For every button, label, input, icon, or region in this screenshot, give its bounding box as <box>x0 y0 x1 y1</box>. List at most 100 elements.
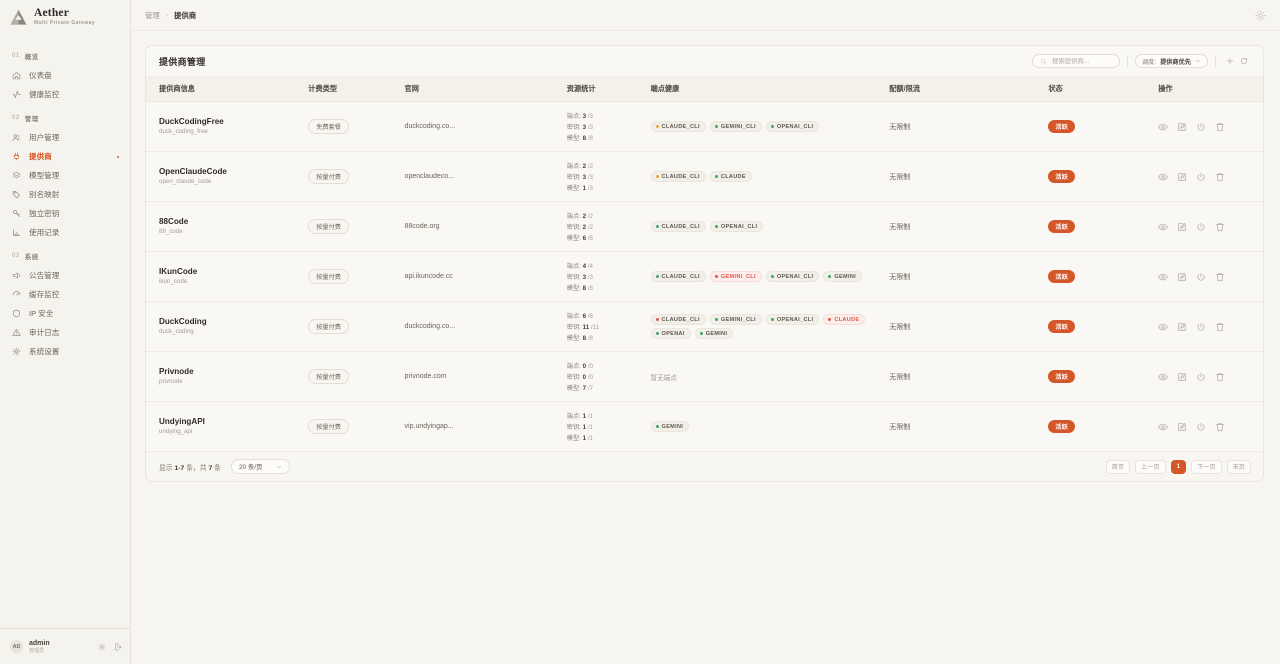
table-row[interactable]: DuckCoding duck_coding 按量付费 duckcoding.co..… <box>146 301 1263 352</box>
health-status-dot <box>655 425 659 428</box>
quota-value: 无限制 <box>889 273 911 281</box>
scheduler-select[interactable]: 调度: 提供商优先 <box>1134 54 1208 68</box>
trash-icon <box>1216 272 1225 281</box>
table-row[interactable]: DuckCodingFree duck_coding_free 免费套餐 duckco… <box>146 101 1263 152</box>
website-link[interactable]: vip.undyingap... <box>404 423 454 430</box>
health-badge[interactable]: GEMINI_CLI <box>709 314 762 325</box>
power-action-button[interactable] <box>1196 272 1206 282</box>
power-action-button[interactable] <box>1196 422 1206 432</box>
page-number-1[interactable]: 1 <box>1170 459 1187 474</box>
health-badge[interactable]: CLAUDE <box>709 171 752 182</box>
table-row[interactable]: UndyingAPI undying_api 按量付费 vip.undyingap..… <box>146 402 1263 452</box>
health-badge[interactable]: OPENAI <box>650 328 691 339</box>
sidebar-item-独立密钥[interactable]: 独立密钥 <box>0 204 130 223</box>
health-badge[interactable]: OPENAI_CLI <box>765 271 820 282</box>
stat-endpoints: 端点: 0 /0 <box>566 363 593 370</box>
eye-action-button[interactable] <box>1158 422 1169 432</box>
page-next-button[interactable]: 下一页 <box>1191 459 1222 474</box>
sun-icon[interactable] <box>1255 9 1266 21</box>
search-input[interactable] <box>1051 57 1112 65</box>
edit-action-button[interactable] <box>1177 172 1187 182</box>
sidebar-item-系统设置[interactable]: 系统设置 <box>0 342 130 361</box>
sidebar-item-公告管理[interactable]: 公告管理 <box>0 266 130 285</box>
trash-action-button[interactable] <box>1215 422 1225 432</box>
health-badge[interactable]: GEMINI <box>694 328 734 339</box>
trash-action-button[interactable] <box>1215 122 1225 132</box>
page-size-select[interactable]: 20 条/页 <box>230 459 291 474</box>
health-badge[interactable]: OPENAI_CLI <box>709 221 764 232</box>
health-badge[interactable]: OPENAI_CLI <box>765 121 820 132</box>
edit-action-button[interactable] <box>1177 222 1187 232</box>
power-action-button[interactable] <box>1196 122 1206 132</box>
power-action-button[interactable] <box>1196 222 1206 232</box>
search-box[interactable] <box>1031 54 1120 68</box>
stat-keys: 密钥: 3 /3 <box>566 124 593 131</box>
trash-action-button[interactable] <box>1215 222 1225 232</box>
health-badge[interactable]: CLAUDE_CLI <box>650 271 706 282</box>
refresh-button[interactable] <box>1237 54 1251 68</box>
power-action-button[interactable] <box>1196 172 1206 182</box>
th-website: 官网 <box>404 77 567 102</box>
edit-action-button[interactable] <box>1177 322 1187 332</box>
page-first-button[interactable]: 首页 <box>1105 459 1131 474</box>
website-link[interactable]: duckcoding.co... <box>404 123 456 130</box>
sidebar-item-用户管理[interactable]: 用户管理 <box>0 128 130 147</box>
eye-action-button[interactable] <box>1158 122 1169 132</box>
trash-action-button[interactable] <box>1215 172 1225 182</box>
sidebar-item-别名映射[interactable]: 别名映射 <box>0 185 130 204</box>
power-action-button[interactable] <box>1196 322 1206 332</box>
sidebar-item-缓存监控[interactable]: 缓存监控 <box>0 285 130 304</box>
health-badge[interactable]: CLAUDE_CLI <box>650 314 706 325</box>
sidebar-item-提供商[interactable]: 提供商 <box>0 147 130 166</box>
sidebar-item-审计日志[interactable]: 审计日志 <box>0 323 130 342</box>
page-prev-button[interactable]: 上一页 <box>1135 459 1166 474</box>
eye-action-button[interactable] <box>1158 372 1169 382</box>
logout-icon[interactable] <box>114 643 122 651</box>
table-row[interactable]: IKunCode ikun_code 按量付费 api.ikuncode.cc 端点: … <box>146 251 1263 302</box>
breadcrumb-parent[interactable]: 管理 <box>145 10 160 20</box>
sidebar-item-使用记录[interactable]: 使用记录 <box>0 223 130 242</box>
sidebar-item-模型管理[interactable]: 模型管理 <box>0 166 130 185</box>
eye-action-button[interactable] <box>1158 322 1169 332</box>
health-badge[interactable]: GEMINI <box>823 271 863 282</box>
eye-action-button[interactable] <box>1158 222 1169 232</box>
trash-action-button[interactable] <box>1215 372 1225 382</box>
health-badge[interactable]: CLAUDE_CLI <box>650 171 706 182</box>
health-badge[interactable]: OPENAI_CLI <box>765 314 820 325</box>
website-link[interactable]: privnode.com <box>404 373 447 380</box>
power-action-button[interactable] <box>1196 372 1206 382</box>
website-link[interactable]: 88code.org <box>404 223 440 230</box>
table-row[interactable]: 88Code 88_code 按量付费 88code.org 端点: 2 /2 密钥: 2… <box>146 201 1263 252</box>
brand-header[interactable]: Aether Multi Private Gateway <box>0 0 130 34</box>
health-badge[interactable]: GEMINI <box>650 421 690 432</box>
add-provider-button[interactable] <box>1223 54 1237 68</box>
sidebar-item-健康监控[interactable]: 健康监控 <box>0 85 130 104</box>
edit-action-button[interactable] <box>1177 422 1187 432</box>
range-mid: 条，共 <box>186 464 207 472</box>
eye-action-button[interactable] <box>1158 272 1169 282</box>
table-row[interactable]: OpenClaudeCode open_claude_code 按量付费 opencl… <box>146 151 1263 202</box>
health-badge[interactable]: CLAUDE_CLI <box>650 221 706 232</box>
cell-resource-stats: 端点: 2 /2 密钥: 2 /2 模型: 6 /6 <box>566 201 651 252</box>
eye-action-button[interactable] <box>1158 172 1169 182</box>
page-last-button[interactable]: 末页 <box>1226 459 1251 474</box>
sidebar-item-仪表盘[interactable]: 仪表盘 <box>0 66 130 85</box>
edit-action-button[interactable] <box>1177 372 1187 382</box>
health-badge[interactable]: GEMINI_CLI <box>709 121 762 132</box>
edit-action-button[interactable] <box>1177 122 1187 132</box>
trash-action-button[interactable] <box>1215 272 1225 282</box>
table-row[interactable]: Privnode privnode 按量付费 privnode.com 端点: 0 /0… <box>146 351 1263 402</box>
shield-icon <box>13 309 20 318</box>
health-status-dot <box>655 125 659 128</box>
website-link[interactable]: openclaudeco... <box>404 173 454 180</box>
edit-action-button[interactable] <box>1177 272 1187 282</box>
health-badge[interactable]: CLAUDE_CLI <box>650 121 706 132</box>
website-link[interactable]: duckcoding.co... <box>404 323 456 330</box>
health-badge[interactable]: CLAUDE <box>823 314 866 325</box>
trash-action-button[interactable] <box>1215 322 1225 332</box>
health-badge[interactable]: GEMINI_CLI <box>709 271 762 282</box>
stat-endpoints: 端点: 6 /6 <box>566 313 593 320</box>
website-link[interactable]: api.ikuncode.cc <box>404 273 453 280</box>
gear-icon[interactable] <box>98 643 106 651</box>
sidebar-item-IP 安全[interactable]: IP 安全 <box>0 304 130 323</box>
